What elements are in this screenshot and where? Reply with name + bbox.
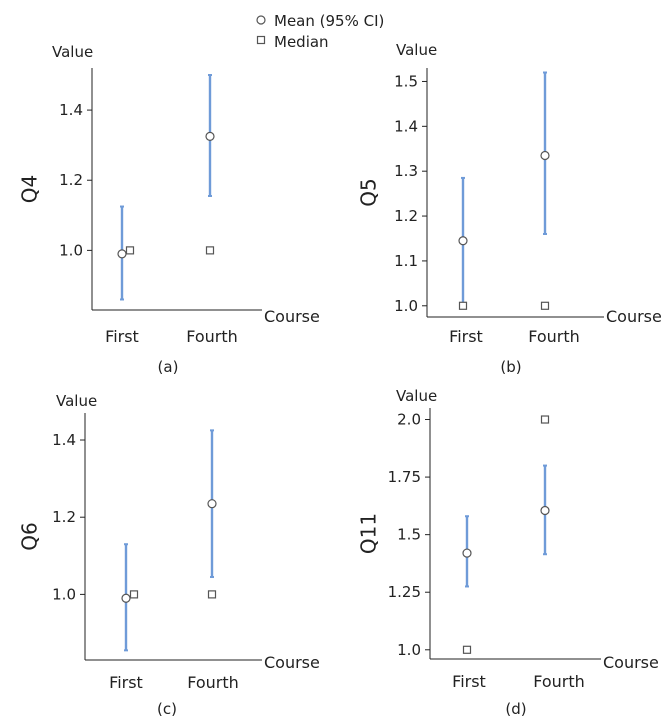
x-axis-label: Course (603, 653, 659, 672)
legend-mean-marker (256, 15, 266, 25)
x-tick-label: Fourth (186, 327, 238, 346)
y-tick-label: 1.2 (52, 508, 76, 526)
y-tick-label: 1.2 (59, 171, 83, 189)
x-axis-label: Course (606, 307, 662, 326)
y-tick-label: 1.1 (394, 252, 418, 270)
x-tick-label: Fourth (533, 672, 585, 691)
x-axis-label: Course (264, 307, 320, 326)
y-axis-label: Q4 (18, 175, 42, 203)
y-tick-label: 1.2 (394, 207, 418, 225)
mean-point (540, 505, 550, 516)
mean-point (117, 249, 127, 259)
chart-panel-4: 1.0 1.25 1.5 1.75 2.0 Value Q11 Course First Four… (357, 387, 659, 718)
median-point (205, 246, 215, 255)
x-tick-label: First (105, 327, 139, 346)
x-tick-label: Fourth (528, 327, 580, 346)
y-tick-label: 1.0 (52, 585, 76, 603)
y-tick-label: 1.3 (394, 162, 418, 180)
legend-mean-label: Mean (95% CI) (274, 12, 384, 30)
chart-panel-1: 1.0 1.2 1.4 Value Q4 Course First Fourth (a) (18, 43, 320, 376)
y-axis-label: Q11 (357, 513, 381, 554)
median-point (129, 590, 139, 599)
panel-label: (c) (157, 700, 177, 718)
y-tick-label: 1.75 (388, 468, 421, 486)
axis-title: Value (56, 392, 97, 410)
y-axis-label: Q5 (357, 178, 381, 206)
y-tick-label: 1.0 (394, 297, 418, 315)
median-point (125, 246, 135, 255)
median-point (540, 415, 550, 424)
y-axis-label: Q6 (18, 522, 42, 550)
mean-point (458, 236, 468, 246)
legend-median-marker (256, 35, 266, 45)
y-tick-label: 2.0 (397, 411, 421, 429)
y-tick-label: 1.0 (397, 641, 421, 659)
median-point (462, 645, 472, 654)
x-tick-label: First (452, 672, 486, 691)
y-tick-label: 1.4 (394, 117, 418, 135)
y-tick-label: 1.0 (59, 241, 83, 259)
legend-median-label: Median (274, 33, 329, 51)
chart-panel-2: 1.0 1.1 1.2 1.3 1.4 1.5 Value Q5 Course First Four… (357, 41, 662, 376)
axis-title: Value (52, 43, 93, 61)
median-point (458, 301, 468, 310)
y-tick-label: 1.4 (52, 431, 76, 449)
axis-title: Value (396, 41, 437, 59)
panel-label: (d) (505, 700, 526, 718)
chart-panel-3: 1.0 1.2 1.4 Value Q6 Course First Fourth (c) (18, 392, 320, 718)
y-tick-label: 1.4 (59, 101, 83, 119)
y-tick-label: 1.5 (397, 526, 421, 544)
panel-label: (a) (158, 358, 179, 376)
x-tick-label: Fourth (187, 673, 239, 692)
mean-point (207, 499, 217, 509)
y-tick-label: 1.5 (394, 72, 418, 90)
axis-title: Value (396, 387, 437, 405)
mean-point (540, 150, 550, 161)
mean-point (462, 548, 472, 558)
x-tick-label: First (109, 673, 143, 692)
median-point (207, 590, 217, 599)
panel-label: (b) (500, 358, 521, 376)
y-tick-label: 1.25 (388, 583, 421, 601)
mean-point (205, 131, 215, 141)
median-point (540, 301, 550, 310)
x-tick-label: First (449, 327, 483, 346)
legend: Mean (95% CI) Median (256, 12, 384, 51)
x-axis-label: Course (264, 653, 320, 672)
mean-point (121, 593, 131, 603)
